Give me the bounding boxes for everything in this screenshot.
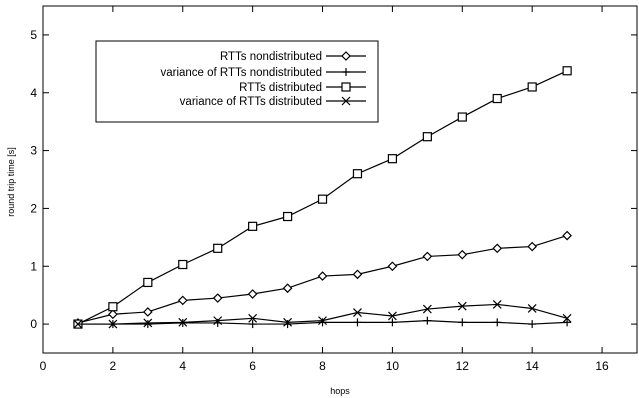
legend-label: RTTs nondistributed [220,51,322,63]
data-point [213,316,223,326]
data-point [422,132,432,142]
x-tick-label: 6 [249,359,256,373]
legend-swatch-marker [341,82,351,92]
y-tick-label: 2 [30,201,37,215]
x-tick-label: 14 [525,359,539,373]
data-point [387,311,397,321]
legend: RTTs nondistributed variance of RTTs nond… [95,40,379,123]
legend-box [95,40,379,123]
series-cross [73,299,572,329]
data-point [422,251,433,262]
data-point [387,261,398,272]
data-point [388,318,397,327]
data-point [247,289,258,299]
data-point [457,301,467,311]
series-square [73,66,572,329]
legend-label: RTTs distributed [239,82,322,94]
y-tick-label: 4 [30,86,37,100]
plot-frame [42,5,638,354]
data-point [213,243,223,253]
x-tick-label: 2 [110,359,117,373]
data-point [317,194,328,204]
data-point [318,318,327,327]
data-point [527,241,538,252]
y-tick-label: 0 [30,317,37,331]
data-point [352,269,363,280]
data-point [108,319,118,329]
data-point [318,316,327,326]
data-point [353,318,362,327]
x-tick-label: 10 [386,359,400,373]
data-point [108,302,118,312]
legend-swatch-marker [341,51,351,61]
data-point [492,299,502,309]
data-point [142,307,153,317]
data-point [527,304,537,313]
data-point [493,318,502,327]
x-tick-label: 8 [319,359,326,373]
data-point [423,316,432,325]
data-point [283,317,293,327]
x-tick-label: 12 [456,359,470,373]
data-point [143,318,153,328]
data-point [562,230,572,241]
legend-swatch-marker [342,68,350,76]
data-point [492,93,502,104]
y-tick-label: 1 [30,259,37,273]
legend-swatch-marker [341,96,351,106]
x-axis-label: hops [330,386,350,396]
data-point [248,313,258,323]
series-layer [73,66,572,329]
data-point [248,221,258,231]
data-point [143,277,153,288]
data-point [177,295,188,306]
data-point [108,309,118,320]
data-point [317,271,328,281]
data-point [352,169,363,179]
data-point [212,293,223,303]
data-point [527,82,537,92]
data-point [457,249,468,260]
data-point [73,319,83,329]
x-tick-label: 4 [179,359,186,373]
x-tick-label: 0 [40,359,47,373]
x-tick-label: 16 [595,359,609,373]
data-point [458,318,467,327]
data-point [562,313,572,323]
data-point [457,112,467,122]
data-point [248,320,257,329]
data-point [492,243,503,254]
data-point [563,318,572,327]
data-point [528,320,537,329]
data-point [178,259,188,270]
data-point [353,308,362,317]
legend-label: variance of RTTs distributed [180,96,322,108]
data-point [562,66,572,76]
data-point [143,320,152,329]
data-point [282,283,293,294]
data-point [283,320,292,329]
y-tick-label: 3 [30,144,37,158]
data-point [422,304,432,314]
legend-label: variance of RTTs nondistributed [160,67,322,79]
y-tick-label: 5 [30,28,37,42]
data-point [282,211,293,222]
data-point [178,317,188,327]
data-point [387,154,398,164]
y-axis-label: round trip time [s] [6,147,16,217]
